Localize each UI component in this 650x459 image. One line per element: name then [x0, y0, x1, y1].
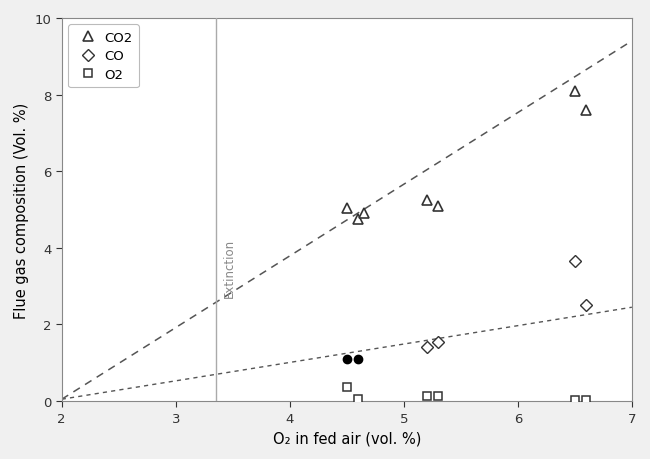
X-axis label: O₂ in fed air (vol. %): O₂ in fed air (vol. %): [272, 430, 421, 445]
Y-axis label: Flue gas composition (Vol. %): Flue gas composition (Vol. %): [14, 102, 29, 318]
Legend: CO2, CO, O2: CO2, CO, O2: [68, 25, 139, 88]
Text: Extinction: Extinction: [222, 238, 235, 297]
